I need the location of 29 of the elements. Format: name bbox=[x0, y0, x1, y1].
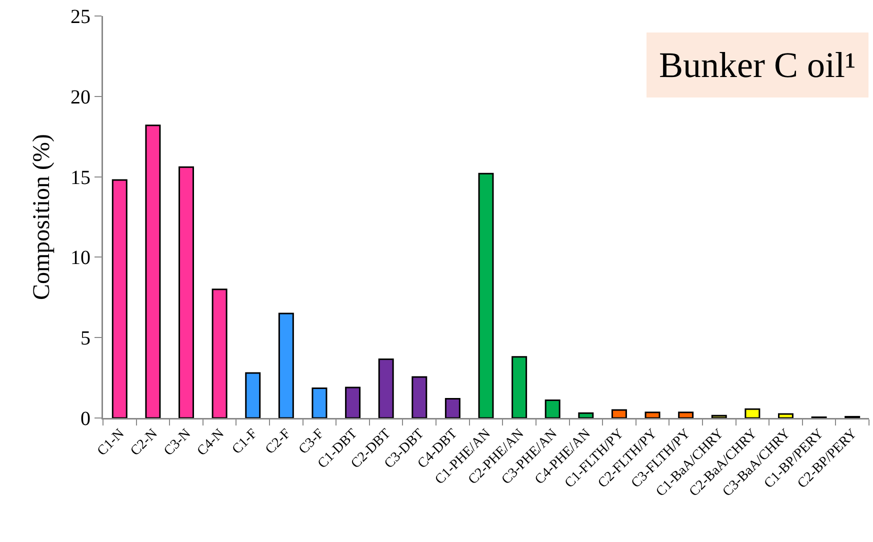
y-axis-title: Composition (%) bbox=[28, 134, 55, 300]
y-tick-label: 15 bbox=[70, 166, 90, 189]
bar bbox=[778, 413, 794, 418]
bar bbox=[744, 408, 760, 418]
bar bbox=[678, 412, 694, 418]
bar bbox=[644, 412, 660, 418]
bar bbox=[278, 312, 294, 418]
y-tick-label: 25 bbox=[70, 6, 90, 28]
y-tick-label: 5 bbox=[80, 328, 90, 350]
y-tick-label: 10 bbox=[70, 247, 90, 270]
bar bbox=[611, 409, 627, 418]
y-tick-label: 0 bbox=[80, 408, 90, 430]
bar bbox=[378, 358, 394, 418]
bar bbox=[312, 388, 328, 418]
bar bbox=[212, 288, 228, 418]
bar bbox=[711, 414, 727, 418]
bar bbox=[444, 398, 460, 418]
bar bbox=[478, 172, 494, 418]
bar bbox=[178, 166, 194, 418]
bar bbox=[345, 386, 361, 418]
y-tick-label: 20 bbox=[70, 86, 90, 108]
bar bbox=[544, 400, 560, 418]
bar bbox=[245, 372, 261, 418]
bar bbox=[112, 179, 128, 418]
bar bbox=[412, 376, 428, 418]
bar bbox=[512, 356, 528, 418]
text: Bunker C oil¹ bbox=[659, 45, 856, 85]
bar bbox=[578, 412, 594, 418]
bar bbox=[145, 124, 161, 418]
